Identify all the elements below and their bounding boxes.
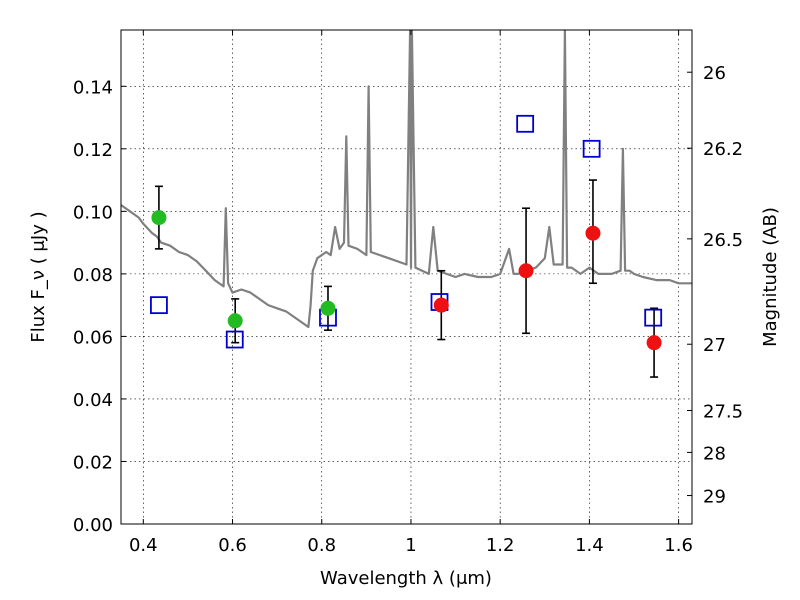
square-point-0 — [150, 296, 168, 315]
square-point-5 — [582, 139, 601, 158]
x-axis-label: Wavelength λ (μm) — [320, 568, 492, 589]
y2-tick-label-6: 29 — [703, 487, 726, 508]
x-tick-label-6: 1.6 — [664, 535, 693, 556]
x-tick-label-5: 1.4 — [575, 535, 604, 556]
y2-tick-label-5: 28 — [703, 443, 726, 464]
y2-tick-label-3: 27 — [703, 335, 726, 356]
y-tick-label-7: 0.14 — [73, 77, 113, 98]
spectrum-layer — [121, 30, 692, 329]
x-tick-label-4: 1.2 — [486, 535, 515, 556]
green-point-1 — [227, 313, 243, 329]
y-tick-label-6: 0.12 — [73, 140, 113, 161]
grid-layer — [121, 30, 692, 524]
tick-layer: 0.4 0.6 0.8 1 1.2 1.4 1.6 0.00 0.02 0.04 0.06 0.08 0… — [73, 30, 743, 556]
y2-tick-label-2: 26.5 — [703, 230, 743, 251]
y-tick-label-2: 0.04 — [73, 390, 113, 411]
x-tick-label-2: 0.8 — [307, 535, 336, 556]
red-point-0 — [433, 297, 449, 313]
spectrum-line — [121, 30, 692, 329]
y2-tick-label-1: 26.2 — [703, 139, 743, 160]
red-point-3 — [646, 335, 662, 351]
x-tick-label-3: 1 — [405, 535, 416, 556]
y2-tick-label-4: 27.5 — [703, 402, 743, 423]
y-tick-label-5: 0.10 — [73, 202, 113, 223]
red-point-1 — [518, 263, 534, 279]
y2-axis-label: Magnitude (AB) — [760, 207, 781, 347]
y-tick-label-3: 0.06 — [73, 327, 113, 348]
green-point-0 — [151, 210, 167, 226]
x-tick-label-1: 0.6 — [218, 535, 247, 556]
green-point-2 — [320, 300, 336, 316]
square-point-1 — [225, 330, 244, 349]
y2-tick-label-0: 26 — [703, 63, 726, 84]
plot-frame — [120, 29, 693, 525]
x-tick-label-0: 0.4 — [129, 535, 158, 556]
y-tick-label-0: 0.00 — [73, 515, 113, 536]
y-tick-label-4: 0.08 — [73, 265, 113, 286]
square-point-6 — [644, 308, 663, 327]
red-point-2 — [585, 225, 601, 241]
marker-layer — [150, 114, 663, 351]
y-axis-label: Flux F_ν ( μJy ) — [28, 211, 49, 342]
y-tick-label-1: 0.02 — [73, 452, 113, 473]
square-point-4 — [516, 114, 535, 133]
